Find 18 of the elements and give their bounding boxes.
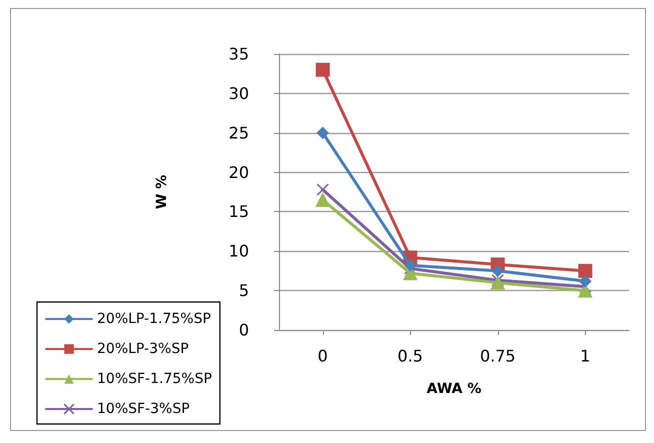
x-tick-label: 0.5 (398, 346, 423, 366)
x-tick-label: 0 (318, 346, 328, 366)
x-tick-label: 1 (580, 346, 590, 366)
legend-label: 20%LP-3%SP (97, 341, 189, 357)
legend-label: 10%SF-3%SP (97, 401, 190, 417)
y-tick-label: 0 (238, 320, 249, 340)
x-tick-label: 0.75 (480, 346, 516, 366)
y-tick-label: 30 (228, 84, 249, 103)
y-tick-label: 20 (228, 162, 249, 182)
y-tick-label: 10 (228, 242, 249, 261)
y-tick-label: 15 (228, 202, 249, 222)
legend-label: 20%LP-1.75%SP (97, 311, 211, 327)
x-axis-title: AWA % (426, 381, 482, 397)
y-tick-label: 35 (228, 44, 249, 64)
y-tick-label: 25 (228, 123, 249, 142)
legend-label: 10%SF-1.75%SP (97, 371, 212, 387)
y-tick-label: 5 (238, 281, 249, 300)
y-axis-title: W % (154, 174, 170, 210)
